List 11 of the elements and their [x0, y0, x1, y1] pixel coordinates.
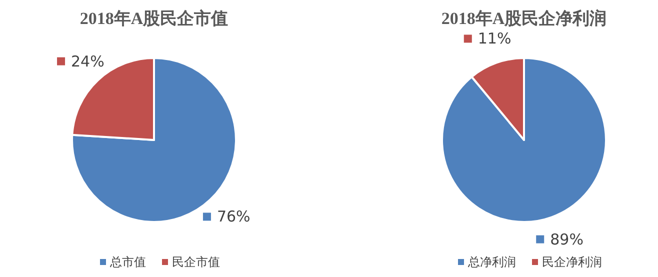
legend-label: 民企市值 [172, 255, 220, 269]
chart-title: 2018年A股民企净利润 [441, 9, 607, 28]
data-label: 11% [478, 30, 512, 48]
legend-label: 总净利润 [467, 255, 516, 269]
data-label: 76% [216, 208, 250, 226]
pie-slice [441, 57, 607, 223]
data-label: 89% [550, 230, 584, 248]
chart-title: 2018年A股民企市值 [80, 9, 228, 28]
legend-label: 总市值 [109, 255, 146, 269]
data-label: 24% [71, 52, 104, 70]
legend-label: 民企净利润 [542, 255, 602, 269]
